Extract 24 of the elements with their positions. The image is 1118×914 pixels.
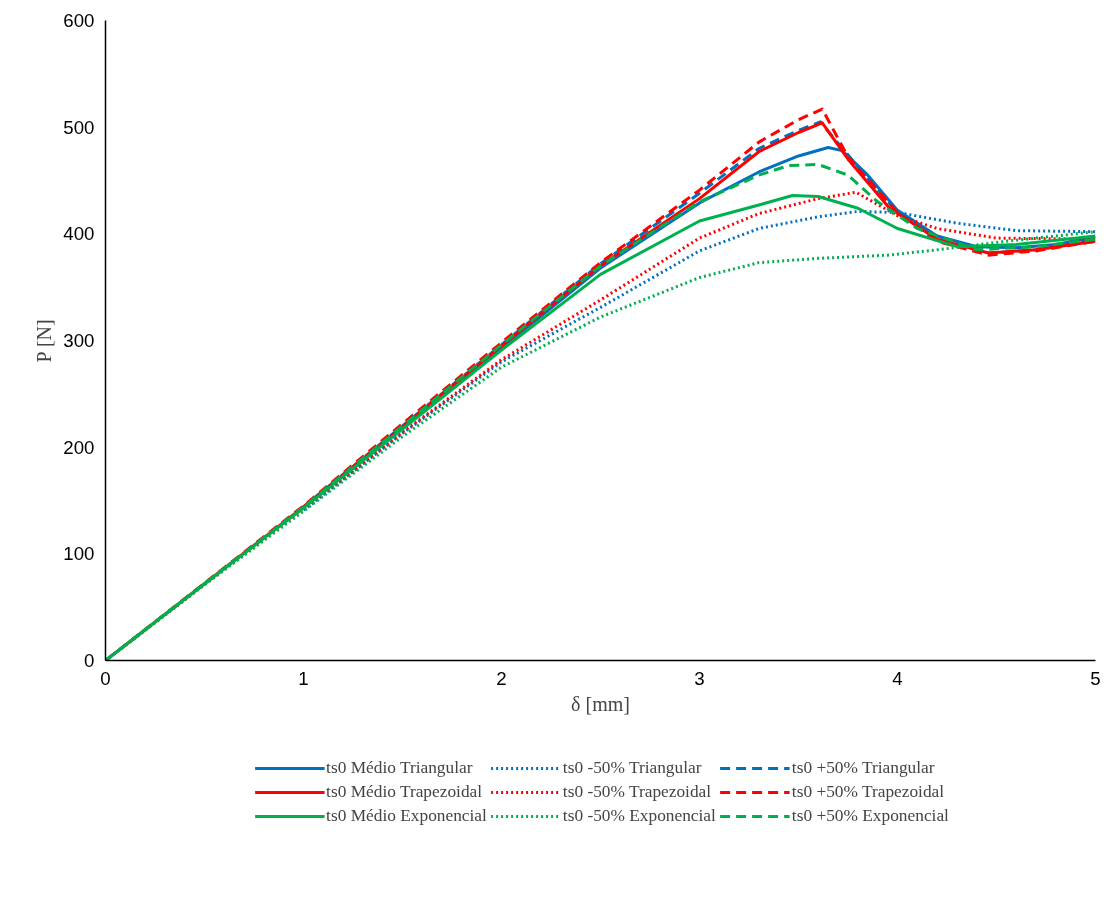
y-tick-label: 600 xyxy=(63,10,95,31)
y-tick-label: 200 xyxy=(63,436,95,458)
legend-label: ts0 Médio Triangular xyxy=(326,758,473,778)
x-axis-title: δ [mm] xyxy=(571,692,630,715)
x-tick-label: 4 xyxy=(892,667,903,689)
y-tick-label: 300 xyxy=(63,330,95,351)
legend-label: ts0 +50% Triangular xyxy=(791,758,935,778)
legend-label: ts0 +50% Exponencial xyxy=(791,806,949,826)
legend-label: ts0 +50% Trapezoidal xyxy=(791,782,945,802)
y-axis-title: P [N] xyxy=(33,319,56,363)
x-tick-label: 2 xyxy=(496,667,507,689)
y-tick-label: 0 xyxy=(84,650,95,671)
y-tick-label: 100 xyxy=(63,543,95,565)
x-tick-label: 5 xyxy=(1090,667,1101,689)
y-tick-label: 400 xyxy=(63,223,95,245)
y-tick-label: 500 xyxy=(63,116,95,138)
legend-label: ts0 Médio Trapezoidal xyxy=(326,782,483,802)
legend-label: ts0 -50% Trapezoidal xyxy=(562,782,712,802)
legend-label: ts0 -50% Exponencial xyxy=(562,806,716,826)
x-tick-label: 1 xyxy=(298,667,309,689)
x-tick-label: 0 xyxy=(100,667,111,689)
legend-label: ts0 -50% Triangular xyxy=(562,758,702,778)
legend-label: ts0 Médio Exponencial xyxy=(326,806,487,826)
x-tick-label: 3 xyxy=(694,667,705,689)
